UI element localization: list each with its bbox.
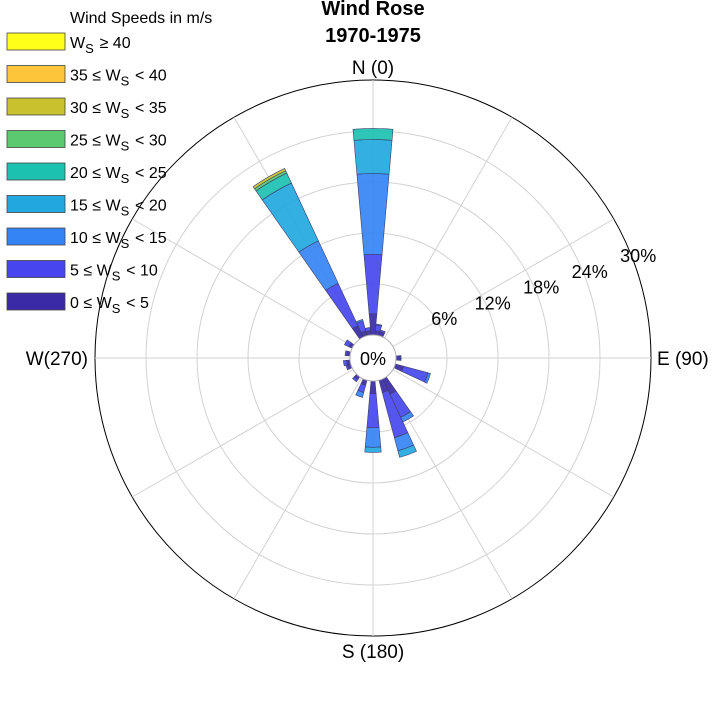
title-line-2: 1970-1975 [325, 25, 421, 47]
bar-segment-180-3 [364, 446, 382, 453]
radial-tick-24: 24% [572, 262, 608, 282]
legend-swatch-5 [6, 195, 66, 213]
legend-label-7: 5 ≤ WS < 10 [70, 263, 158, 284]
legend-swatch-3 [6, 130, 66, 148]
radial-tick-12: 12% [475, 293, 511, 313]
legend-label-2: 30 ≤ WS < 35 [70, 100, 167, 121]
bar-segment-0-3 [353, 139, 393, 175]
wind-rose-bars [252, 128, 431, 458]
direction-labels: N (0) E (90) S (180) W(270) [26, 58, 709, 663]
legend-label-3: 25 ≤ WS < 30 [70, 133, 167, 154]
bar-segment-180-0 [369, 380, 377, 395]
center-hole [349, 334, 397, 382]
bar-segment-200-2 [355, 390, 365, 398]
grid-spoke-60 [392, 218, 615, 347]
legend-swatch-2 [6, 97, 66, 116]
legend-label-5: 15 ≤ WS < 20 [70, 198, 167, 219]
legend-swatch-7 [6, 260, 66, 278]
legend-swatch-4 [6, 162, 66, 181]
bar-segment-340-2 [355, 318, 364, 324]
bar-segment-300-1 [344, 339, 352, 348]
bar-segment-260-1 [342, 359, 348, 367]
bar-segment-280-1 [344, 350, 348, 357]
bar-segment-0-2 [356, 173, 390, 255]
polar-grid [94, 79, 652, 637]
grid-spoke-240 [131, 369, 354, 498]
legend-label-6: 10 ≤ WS < 15 [70, 230, 167, 251]
legend-label-4: 20 ≤ WS < 25 [70, 165, 167, 186]
radial-tick-30: 30% [620, 246, 656, 266]
radial-tick-6: 6% [431, 309, 457, 329]
direction-west: W(270) [26, 349, 88, 370]
legend-label-8: 0 ≤ WS < 5 [70, 295, 149, 316]
grid-spoke-120 [392, 369, 615, 498]
legend-swatch-0 [6, 32, 66, 51]
bar-segment-220-1 [352, 376, 359, 383]
legend-title: Wind Speeds in m/s [70, 10, 212, 27]
bar-segment-20-1 [379, 329, 386, 334]
bar-segment-180-1 [366, 393, 380, 429]
bar-segment-90-0 [395, 355, 401, 361]
direction-south: S (180) [342, 642, 404, 663]
chart-title: Wind Rose 1970-1975 [321, 0, 424, 47]
legend-swatch-6 [6, 227, 66, 246]
bar-segment-110-2 [424, 372, 431, 384]
bar-segment-350-1 [364, 327, 371, 333]
direction-east: E (90) [657, 349, 709, 370]
radial-tick-labels: 0% 6% 12% 18% 24% 30% [360, 246, 656, 369]
bar-segment-330-1 [325, 282, 359, 330]
title-line-1: Wind Rose [321, 0, 424, 20]
bar-segment-10-2 [375, 323, 383, 327]
bar-segment-180-2 [364, 427, 382, 448]
legend-swatch-8 [6, 292, 66, 311]
grid-spoke-30 [384, 116, 513, 339]
bar-segment-0-1 [363, 253, 383, 315]
radial-tick-0: 0% [360, 349, 386, 369]
grid-spoke-210 [233, 377, 362, 600]
legend-label-0: WS ≥ 40 [70, 35, 131, 56]
bar-segment-160-3 [397, 444, 417, 458]
bar-segment-0-4 [352, 128, 394, 141]
grid-spoke-300 [131, 218, 354, 347]
legend-swatch-1 [6, 65, 66, 83]
legend-label-1: 35 ≤ WS < 40 [70, 68, 167, 89]
radial-tick-18: 18% [523, 278, 559, 298]
legend: Wind Speeds in m/s WS ≥ 40 35 ≤ WS < 40 30… [6, 10, 212, 316]
bar-segment-90-1 [399, 355, 402, 361]
bar-segment-330-6 [252, 168, 287, 190]
direction-north: N (0) [352, 58, 394, 79]
bar-segment-110-1 [401, 365, 429, 383]
